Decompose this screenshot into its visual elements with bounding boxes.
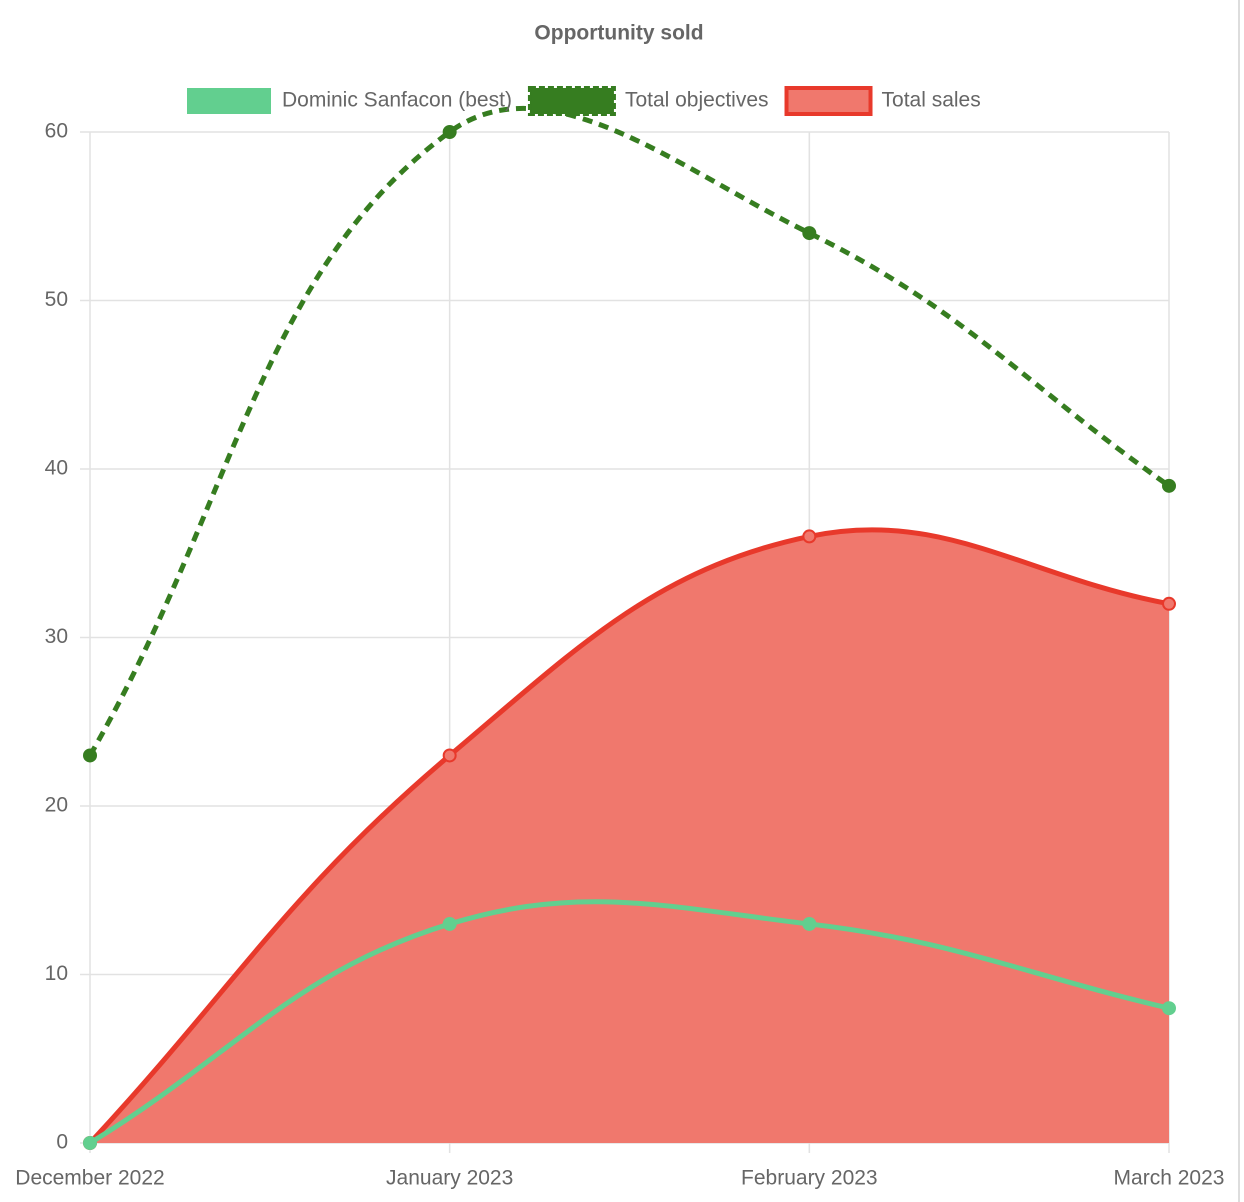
legend-swatch bbox=[187, 88, 271, 114]
point bbox=[802, 916, 817, 931]
point bbox=[442, 916, 457, 931]
chart-title: Opportunity sold bbox=[534, 22, 703, 45]
y-tick-label: 40 bbox=[45, 457, 68, 480]
x-tick-label: December 2022 bbox=[15, 1167, 164, 1190]
point bbox=[1162, 1001, 1176, 1016]
x-tick-label: January 2023 bbox=[386, 1167, 513, 1190]
legend-label: Total objectives bbox=[625, 89, 769, 112]
point bbox=[802, 226, 817, 241]
point bbox=[1162, 596, 1176, 611]
y-tick-label: 20 bbox=[45, 794, 68, 817]
line bbox=[88, 899, 1170, 1146]
y-tick-label: 50 bbox=[45, 288, 68, 311]
point bbox=[442, 748, 457, 763]
point bbox=[83, 1136, 97, 1150]
legend-label: Dominic Sanfacon (best) bbox=[282, 89, 512, 112]
point bbox=[83, 748, 97, 763]
x-tick-label: March 2023 bbox=[1114, 1167, 1225, 1190]
y-tick-label: 30 bbox=[45, 625, 68, 648]
legend-label: Total sales bbox=[882, 89, 981, 112]
legend-swatch bbox=[527, 86, 616, 116]
x-tick-label: February 2023 bbox=[741, 1167, 878, 1190]
legend-item: Total sales bbox=[784, 86, 981, 116]
legend-swatch bbox=[784, 86, 873, 116]
legend-item: Total objectives bbox=[527, 86, 769, 116]
legend-item: Dominic Sanfacon (best) bbox=[187, 88, 512, 114]
point bbox=[442, 125, 457, 139]
point bbox=[1162, 478, 1176, 493]
line bbox=[88, 527, 1170, 1145]
y-tick-label: 60 bbox=[45, 120, 68, 143]
area bbox=[90, 529, 1169, 1143]
y-tick-label: 10 bbox=[45, 962, 68, 985]
point bbox=[802, 529, 817, 544]
y-tick-label: 0 bbox=[56, 1131, 68, 1154]
